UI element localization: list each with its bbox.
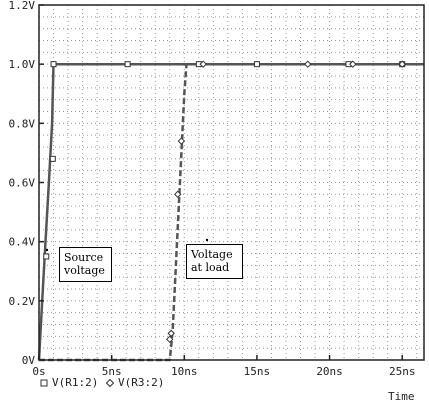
series-1-point <box>124 61 131 68</box>
annotation-voltage-at-load: Voltage at load <box>186 244 243 279</box>
series-line-1 <box>37 62 424 361</box>
series-2-point <box>174 190 182 199</box>
annotation-source-line-2: voltage <box>64 264 105 277</box>
trace-markers <box>43 60 406 343</box>
x-axis-ticks: 0s 5ns 10ns 15ns 20ns 25ns <box>32 355 415 378</box>
y-axis-ticks: 0V 0.2V 0.4V 0.6V 0.8V 1.0V 1.2V <box>9 0 44 367</box>
series-2-point <box>398 60 406 68</box>
series-line-2 <box>39 62 424 362</box>
x-tick-label: 15ns <box>244 365 271 378</box>
annotation-source-voltage: Source voltage <box>59 247 112 282</box>
y-tick-label: 0.2V <box>9 295 36 308</box>
series-2-point <box>166 335 174 343</box>
x-axis-label: Time <box>388 390 415 403</box>
y-tick-label: 0V <box>22 354 36 367</box>
annotation-load-line-1: Voltage <box>191 248 233 261</box>
annotation-source-line-1: Source <box>64 251 104 264</box>
series-1-point <box>253 61 260 68</box>
y-tick-label: 0.6V <box>9 177 36 190</box>
legend-square-marker <box>40 379 48 387</box>
y-tick-label: 0.4V <box>9 236 36 249</box>
y-tick-label: 1.2V <box>9 0 36 12</box>
legend: V(R1:2) V(R3:2) <box>40 376 164 389</box>
series-2-point <box>177 137 186 145</box>
grid-lines <box>39 5 424 360</box>
traces <box>37 62 424 362</box>
x-tick-label: 0s <box>32 365 45 378</box>
legend-label-1: V(R1:2) <box>52 376 98 389</box>
x-tick-label: 20ns <box>316 365 343 378</box>
x-tick-label: 25ns <box>389 365 416 378</box>
y-tick-label: 1.0V <box>9 58 36 71</box>
series-1-point <box>49 155 56 162</box>
series-2-point <box>349 60 357 68</box>
series-2-point <box>167 329 175 338</box>
legend-label-2: V(R3:2) <box>118 376 164 389</box>
series-1-point <box>43 253 50 260</box>
series-2-point <box>304 60 312 68</box>
series-1-point <box>50 61 57 68</box>
x-tick-label: 5ns <box>102 365 122 378</box>
legend-diamond-marker <box>105 378 115 388</box>
x-tick-label: 10ns <box>171 365 198 378</box>
annotation-leader-load <box>205 238 209 242</box>
annotation-leader-source <box>45 248 49 252</box>
series-2-point <box>199 60 207 68</box>
annotation-load-line-2: at load <box>191 261 230 274</box>
y-tick-label: 0.8V <box>9 117 36 130</box>
